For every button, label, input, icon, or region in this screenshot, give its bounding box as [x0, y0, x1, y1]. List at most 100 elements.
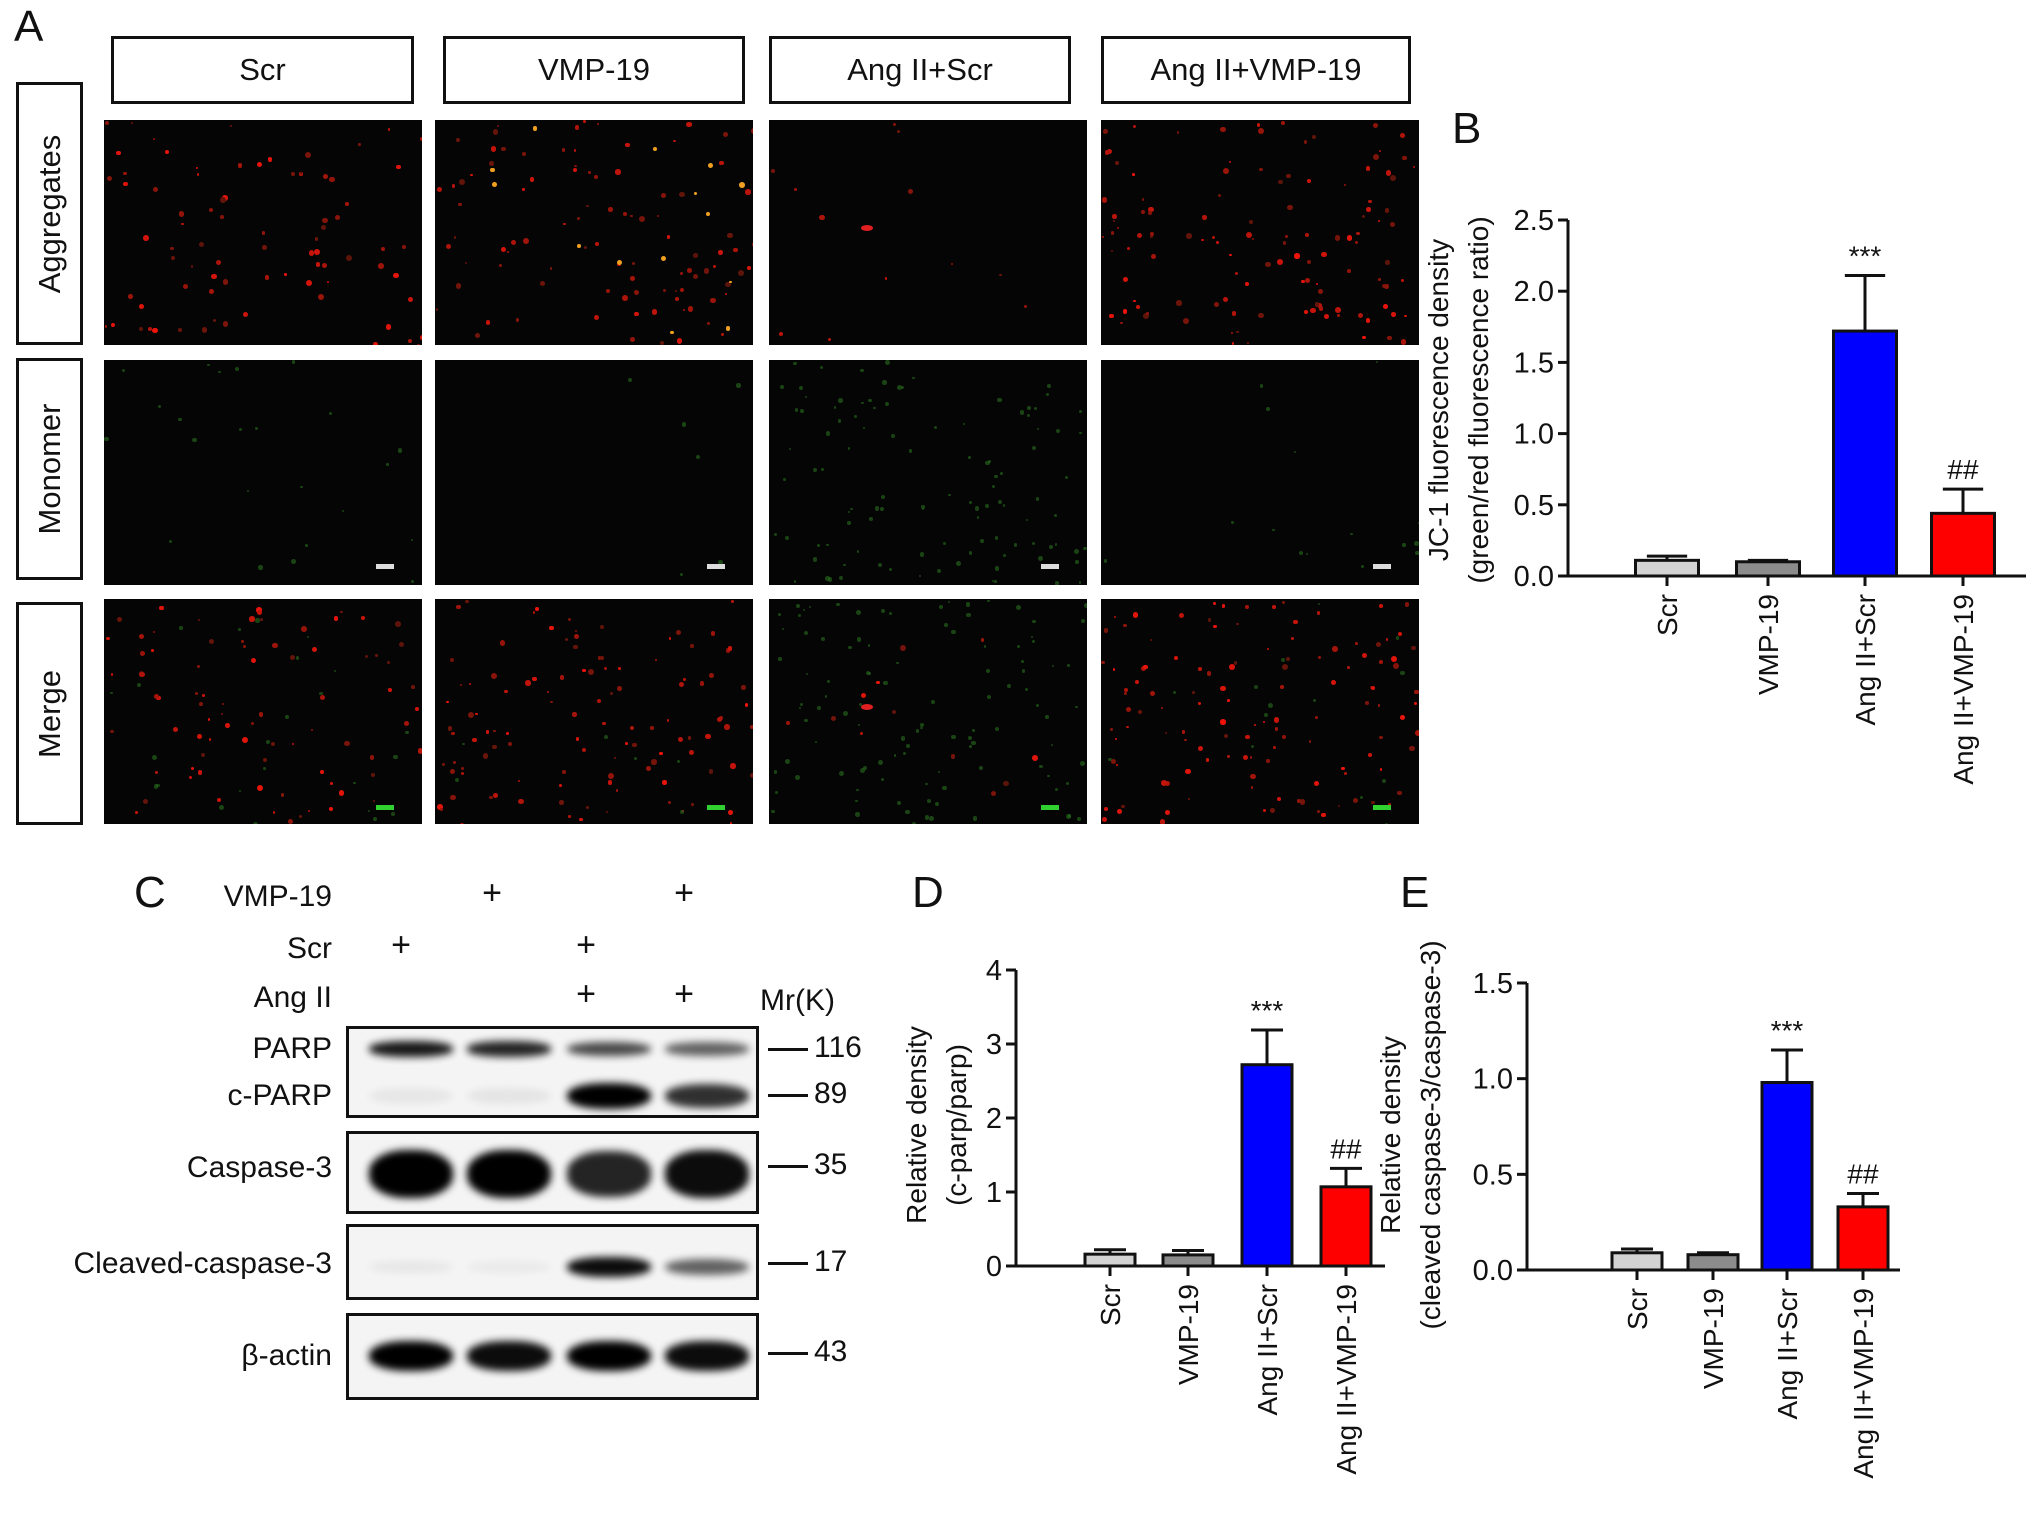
cell-dot: [411, 538, 414, 541]
cell-dot: [680, 572, 684, 576]
cell-dot: [498, 263, 503, 268]
chart-d-ytick-label: 2: [986, 1103, 1002, 1135]
cell-dot: [1229, 663, 1236, 670]
cell-dot: [645, 765, 652, 772]
cell-dot: [1377, 219, 1381, 222]
cell-dot: [110, 729, 115, 734]
cell-dot: [972, 729, 975, 732]
cell-dot: [208, 638, 214, 644]
cell-dot: [151, 649, 155, 653]
cell-dot: [222, 321, 229, 327]
cell-dot: [877, 562, 883, 568]
cell-dot: [1197, 701, 1202, 706]
chart-d-ytick-label: 1: [986, 1177, 1002, 1209]
cell-dot: [860, 692, 866, 698]
protein-label-c-parp: c-PARP: [227, 1079, 332, 1112]
cell-dot: [522, 237, 529, 244]
cell-dot: [1400, 133, 1405, 138]
cell-dot: [933, 425, 937, 429]
cell-dot: [308, 249, 315, 256]
cell-dot: [1110, 231, 1115, 235]
cell-dot: [905, 809, 910, 815]
plus-sign: +: [482, 874, 502, 912]
cell-dot: [1352, 797, 1358, 804]
cell-dot: [908, 449, 913, 454]
cell-dot: [782, 477, 786, 481]
cell-dot: [371, 773, 375, 778]
cell-dot: [998, 500, 1003, 505]
chart-b-xtick-label: Ang II+Scr: [1850, 594, 1881, 726]
cell-dot: [305, 152, 312, 159]
cell-dot: [1036, 428, 1040, 431]
cell-dot: [1032, 446, 1037, 450]
cell-dot: [196, 173, 200, 176]
cell-dot: [346, 255, 353, 262]
cell-dot: [196, 664, 201, 669]
cell-dot: [931, 700, 936, 705]
cell-dot: [1115, 738, 1118, 741]
cell-dot: [771, 169, 775, 173]
cell-dot: [1075, 560, 1079, 564]
cell-dot: [436, 804, 443, 810]
cell-dot: [319, 695, 325, 701]
cell-dot: [1247, 341, 1250, 344]
cell-dot: [1303, 140, 1308, 144]
cell-dot: [1175, 300, 1182, 306]
cell-dot: [385, 324, 392, 330]
cell-dot: [947, 600, 951, 604]
cell-dot: [333, 615, 339, 621]
cell-dot: [121, 368, 126, 373]
cell-dot: [394, 621, 401, 628]
cell-dot: [1347, 666, 1350, 669]
cell-dot: [1013, 543, 1018, 547]
cell-dot: [1410, 645, 1416, 651]
cell-dot: [720, 332, 725, 337]
mw-value: 43: [814, 1335, 848, 1368]
column-header-scr: Scr: [111, 36, 414, 104]
cell-dot: [140, 650, 146, 656]
cell-dot: [1103, 129, 1108, 135]
cell-dot: [1132, 172, 1136, 176]
cell-dot: [730, 599, 735, 604]
cell-dot: [1251, 744, 1255, 748]
cell-dot: [860, 732, 864, 736]
cell-dot: [1294, 253, 1300, 259]
micrograph-merge-2: [435, 599, 753, 824]
cell-dot: [911, 376, 915, 380]
cell-dot: [1244, 734, 1250, 740]
cell-dot: [798, 706, 802, 710]
cell-dot: [1222, 297, 1228, 303]
cell-dot: [815, 740, 818, 743]
cell-dot: [110, 672, 114, 676]
cell-dot: [574, 164, 577, 168]
cell-dot: [1350, 533, 1353, 536]
cell-dot: [475, 713, 478, 716]
chart-e-bar: [1686, 1253, 1740, 1272]
cell-dot: [291, 360, 295, 364]
cell-dot: [942, 786, 947, 791]
cell-dot: [1101, 197, 1108, 203]
chart-d-xtick-label: Ang II+VMP-19: [1331, 1284, 1362, 1475]
cell-dot: [794, 188, 797, 191]
chart-e-bar: [1760, 1080, 1814, 1272]
cell-dot: [1016, 644, 1020, 648]
cell-dot: [249, 616, 255, 622]
chart-d-significance-mark: ***: [1251, 995, 1284, 1026]
cell-dot: [1383, 284, 1389, 289]
cell-dot: [1355, 241, 1359, 245]
row-header-monomer: Monomer: [16, 358, 83, 580]
cell-dot: [872, 406, 876, 410]
cell-dot: [785, 758, 791, 764]
cell-dot: [1065, 813, 1071, 819]
cell-dot: [944, 623, 948, 627]
cell-dot: [105, 121, 109, 126]
cell-dot: [839, 575, 844, 581]
cell-dot: [878, 760, 884, 765]
cell-dot: [943, 541, 947, 545]
cell-dot: [563, 222, 566, 226]
cell-dot: [320, 769, 325, 774]
cell-dot: [152, 137, 156, 140]
cell-dot: [613, 756, 616, 759]
cell-dot: [238, 789, 242, 793]
cell-dot: [1318, 306, 1324, 311]
